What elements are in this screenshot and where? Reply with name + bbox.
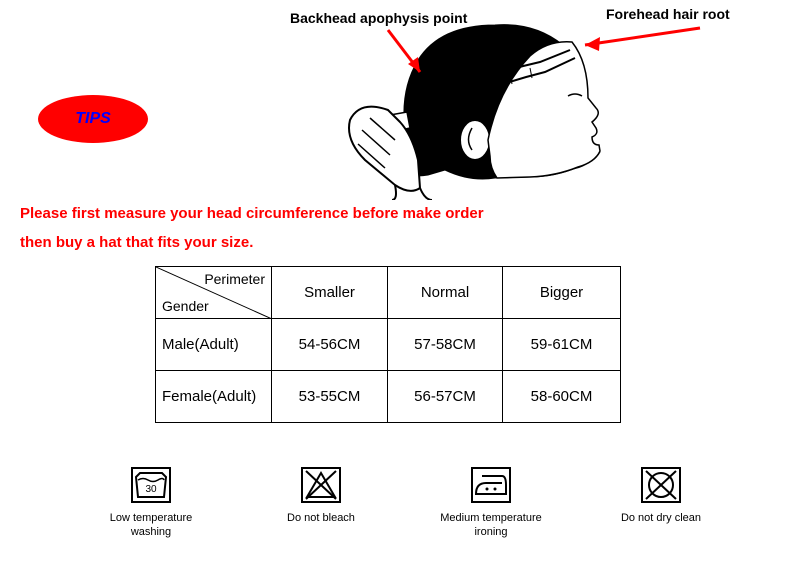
female-smaller: 53-55CM <box>272 371 388 423</box>
instruction-text: Please first measure your head circumfer… <box>20 200 484 257</box>
header-normal: Normal <box>388 267 503 319</box>
care-wash: 30 Low temperature washing <box>86 465 216 540</box>
ear-shape <box>460 120 490 160</box>
table-row: Female(Adult) 53-55CM 56-57CM 58-60CM <box>156 371 621 423</box>
header-smaller: Smaller <box>272 267 388 319</box>
row-male-label: Male(Adult) <box>156 319 272 371</box>
female-normal: 56-57CM <box>388 371 503 423</box>
male-bigger: 59-61CM <box>503 319 621 371</box>
care-icons-row: 30 Low temperature washing Do not bleach… <box>86 465 726 540</box>
no-dryclean-icon <box>638 465 684 505</box>
corner-cell: Perimeter Gender <box>156 267 272 319</box>
instruction-line2: then buy a hat that fits your size. <box>20 229 484 258</box>
table-row: Male(Adult) 54-56CM 57-58CM 59-61CM <box>156 319 621 371</box>
forehead-arrow <box>585 28 700 45</box>
instruction-line1: Please first measure your head circumfer… <box>20 200 484 229</box>
tips-badge: TIPS <box>38 95 148 143</box>
table-header-row: Perimeter Gender Smaller Normal Bigger <box>156 267 621 319</box>
care-wash-label: Low temperature washing <box>110 511 193 540</box>
forehead-label: Forehead hair root <box>606 6 730 22</box>
no-bleach-icon <box>298 465 344 505</box>
backhead-label: Backhead apophysis point <box>290 10 467 26</box>
care-dryclean: Do not dry clean <box>596 465 726 540</box>
tips-label: TIPS <box>75 110 111 128</box>
care-bleach: Do not bleach <box>256 465 386 540</box>
male-normal: 57-58CM <box>388 319 503 371</box>
corner-gender: Gender <box>162 298 209 314</box>
row-female-label: Female(Adult) <box>156 371 272 423</box>
wash-30-icon: 30 <box>128 465 174 505</box>
size-table: Perimeter Gender Smaller Normal Bigger M… <box>155 266 621 423</box>
male-smaller: 54-56CM <box>272 319 388 371</box>
care-iron-label: Medium temperature ironing <box>440 511 542 540</box>
care-iron: Medium temperature ironing <box>426 465 556 540</box>
iron-medium-icon <box>468 465 514 505</box>
care-dryclean-label: Do not dry clean <box>621 511 701 525</box>
care-bleach-label: Do not bleach <box>287 511 355 525</box>
header-bigger: Bigger <box>503 267 621 319</box>
corner-perimeter: Perimeter <box>204 271 265 287</box>
female-bigger: 58-60CM <box>503 371 621 423</box>
svg-text:30: 30 <box>145 484 157 495</box>
